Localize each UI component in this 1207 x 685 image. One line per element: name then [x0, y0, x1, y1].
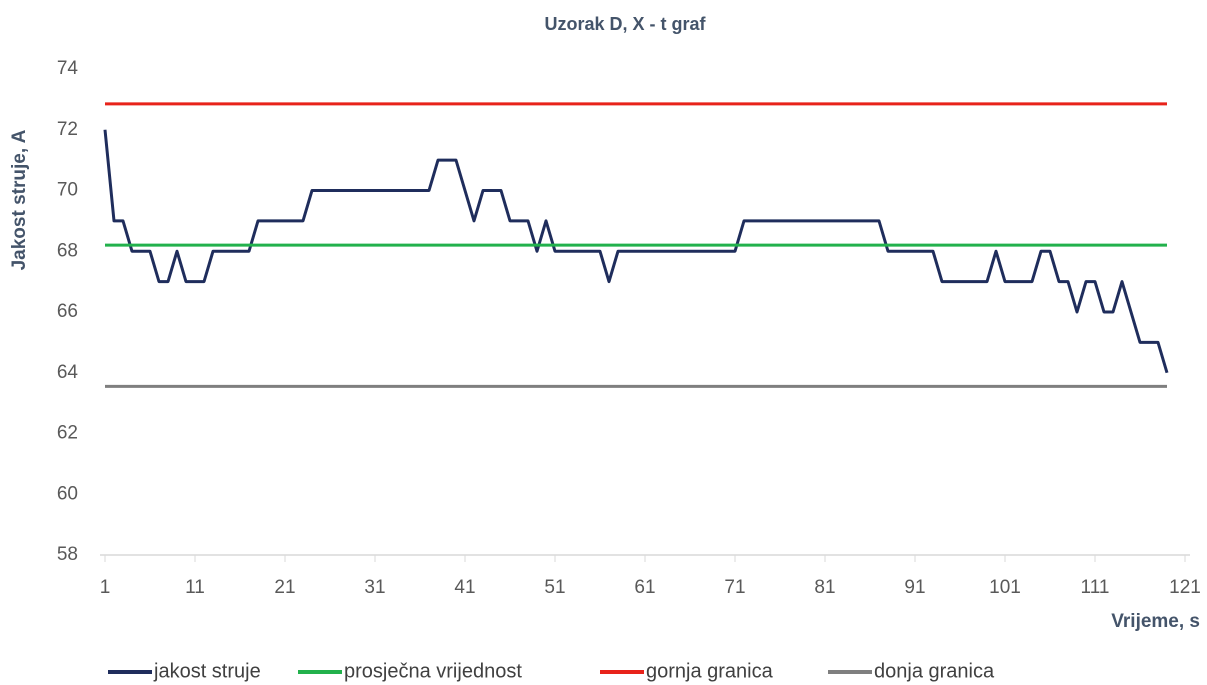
x-tick-label: 11: [185, 577, 205, 598]
y-tick-label: 70: [57, 180, 78, 201]
x-tick-label: 51: [544, 577, 565, 598]
x-tick-label: 21: [274, 577, 295, 598]
x-tick-label: 81: [814, 577, 835, 598]
y-tick-label: 60: [57, 483, 78, 504]
y-tick-label: 72: [57, 119, 78, 140]
series-line: [103, 129, 1169, 374]
x-tick-label: 61: [634, 577, 655, 598]
y-tick-label: 64: [57, 362, 79, 383]
x-tick-label: 101: [989, 577, 1021, 598]
y-tick-label: 68: [57, 240, 78, 261]
x-tick-label: 111: [1081, 577, 1110, 598]
x-tick-label: 41: [454, 577, 475, 598]
x-tick-label: 1: [100, 577, 111, 598]
x-tick-label: 71: [724, 577, 745, 598]
y-tick-label: 62: [57, 423, 78, 444]
y-tick-label: 74: [57, 58, 79, 79]
y-tick-label: 58: [57, 544, 78, 565]
x-tick-label: 121: [1169, 577, 1201, 598]
legend-label: donja granica: [874, 660, 995, 682]
legend-label: gornja granica: [646, 660, 774, 682]
legend-label: prosječna vrijednost: [344, 660, 522, 682]
x-tick-label: 91: [904, 577, 925, 598]
chart-title: Uzorak D, X - t graf: [544, 14, 706, 34]
y-tick-label: 66: [57, 301, 78, 322]
y-axis-title: Jakost struje, A: [9, 129, 30, 270]
x-tick-label: 31: [364, 577, 385, 598]
legend-label: jakost struje: [153, 660, 261, 682]
x-axis-title: Vrijeme, s: [1111, 611, 1200, 632]
